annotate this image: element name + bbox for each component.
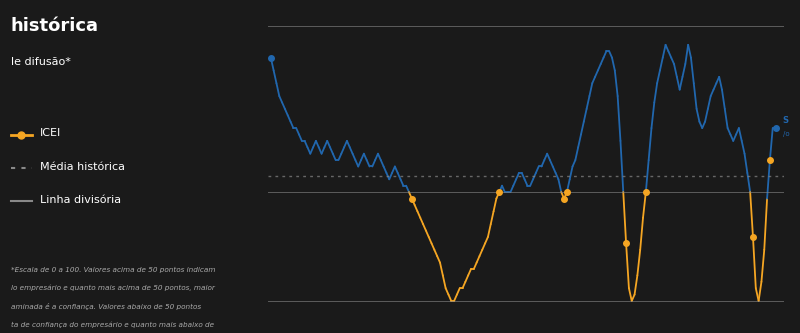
- Text: /o: /o: [782, 131, 790, 137]
- Text: histórica: histórica: [10, 17, 98, 35]
- Text: ta de confiança do empresário e quanto mais abaixo de: ta de confiança do empresário e quanto m…: [10, 321, 214, 328]
- Text: *Escala de 0 a 100. Valores acima de 50 pontos indicam: *Escala de 0 a 100. Valores acima de 50 …: [10, 266, 215, 272]
- Text: Linha divisória: Linha divisória: [40, 195, 122, 205]
- Text: lo empresário e quanto mais acima de 50 pontos, maior: lo empresário e quanto mais acima de 50 …: [10, 285, 214, 291]
- Text: S: S: [782, 116, 789, 125]
- Text: le difusão*: le difusão*: [10, 57, 70, 67]
- Text: Média histórica: Média histórica: [40, 162, 125, 171]
- Text: ICEI: ICEI: [40, 128, 62, 138]
- Text: aminada é a confiança. Valores abaixo de 50 pontos: aminada é a confiança. Valores abaixo de…: [10, 303, 201, 310]
